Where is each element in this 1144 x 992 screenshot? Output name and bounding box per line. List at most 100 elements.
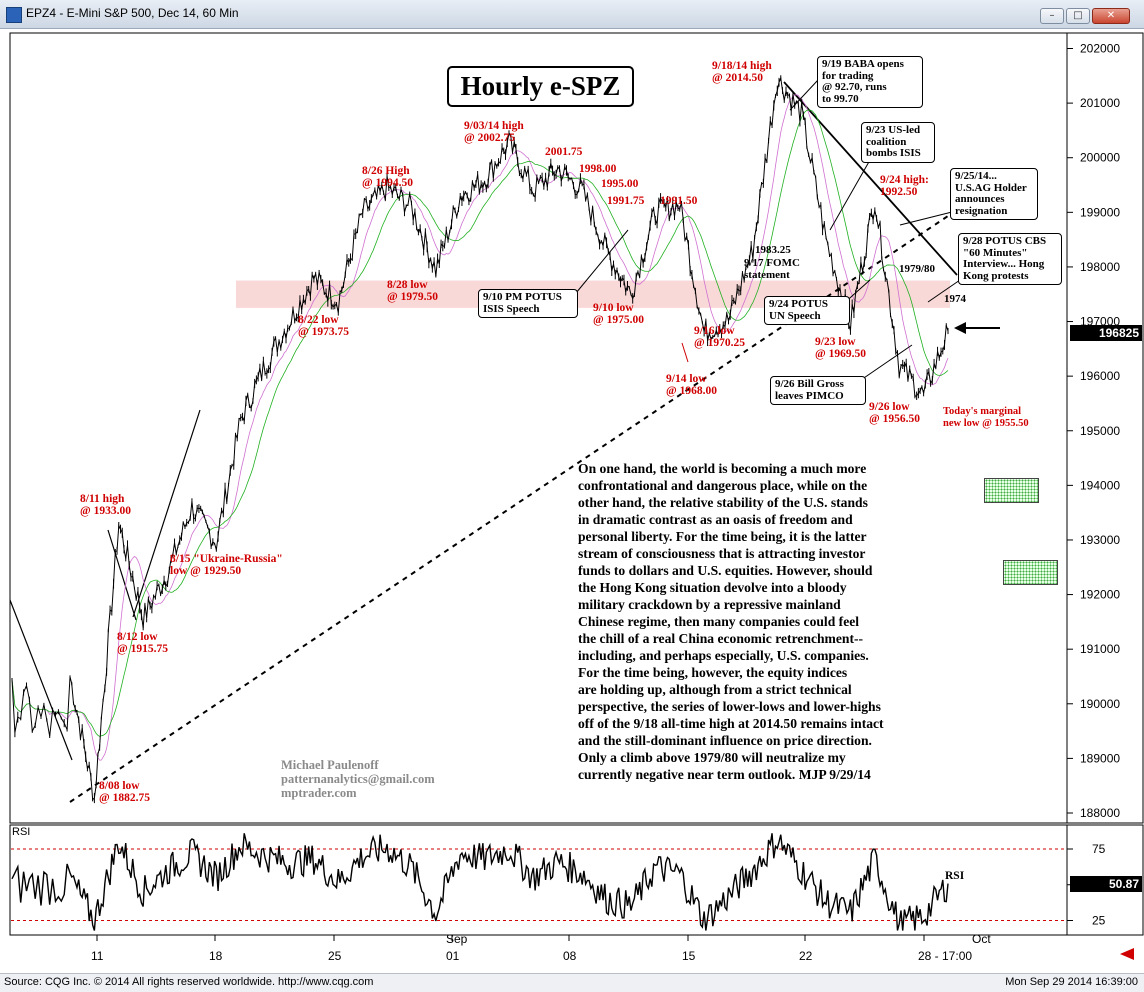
price-tick-label: 200000 xyxy=(1080,151,1120,165)
price-tick-label: 195000 xyxy=(1080,424,1120,438)
price-tick-label: 188000 xyxy=(1080,806,1120,820)
label-0812-low: 8/12 low @ 1915.75 xyxy=(117,631,168,655)
x-tick-label: 28 - 17:00 xyxy=(918,949,972,963)
callout-leader xyxy=(575,229,629,294)
label-1995: 1995.00 xyxy=(601,178,639,190)
moving-averages xyxy=(11,94,949,761)
x-tick-label: 25 xyxy=(328,949,342,963)
author-name: Michael Paulenoff xyxy=(281,758,379,772)
callout-leader xyxy=(857,344,913,383)
rsi-panel-label: RSI xyxy=(12,826,31,838)
price-tick-label: 189000 xyxy=(1080,751,1120,765)
current-rsi-tag: 50.87 xyxy=(1070,876,1142,892)
rising-trendline xyxy=(69,211,955,803)
status-bar: Source: CQG Inc. © 2014 All rights reser… xyxy=(0,973,1144,992)
rsi-series-label: RSI xyxy=(945,870,965,882)
rsi-tick-label: 75 xyxy=(1092,842,1106,856)
author-site: mptrader.com xyxy=(281,786,357,800)
rsi-series xyxy=(11,833,949,931)
label-1991-50: 1991.50 xyxy=(660,195,698,207)
label-0916-low: 9/16 low @ 1970.25 xyxy=(694,325,745,349)
app-icon xyxy=(6,7,22,23)
minimize-button[interactable]: – xyxy=(1040,8,1064,24)
label-1998: 1998.00 xyxy=(579,163,617,175)
annotation-isis-coalition: 9/23 US-led coalition bombs ISIS xyxy=(861,122,935,163)
label-1974: 1974 xyxy=(944,293,966,305)
x-tick-label: 15 xyxy=(682,949,696,963)
label-0815-low: 8/15 "Ukraine-Russia" low @ 1929.50 xyxy=(170,553,283,577)
price-tick-label: 194000 xyxy=(1080,478,1120,492)
falling-trendline xyxy=(783,81,958,276)
author-credit: Michael Paulenoff patternanalytics@gmail… xyxy=(281,758,435,800)
price-tick-label: 192000 xyxy=(1080,588,1120,602)
callout-leader xyxy=(789,79,819,111)
close-button[interactable]: ✕ xyxy=(1092,8,1130,24)
price-chart[interactable]: 188000 189000 190000 191000 192000 193000 1940… xyxy=(0,28,1144,973)
label-0923-low: 9/23 low @ 1969.50 xyxy=(815,336,866,360)
label-0826-high: 8/26 High @ 1994.50 xyxy=(362,165,413,189)
annotation-gross: 9/26 Bill Gross leaves PIMCO xyxy=(770,376,866,405)
rsi-tick-label: 25 xyxy=(1092,914,1106,928)
price-line xyxy=(11,76,949,801)
x-axis-ticks: 11 18 25 01 08 15 22 28 - 17:00 Sep Oct xyxy=(91,932,991,963)
annotation-baba: 9/19 BABA opens for trading @ 92.70, run… xyxy=(817,56,923,108)
rsi-line xyxy=(11,833,949,931)
moving-average-fast xyxy=(11,94,949,761)
callout-leader xyxy=(927,279,961,303)
x-tick-label: 22 xyxy=(799,949,813,963)
label-today-low: Today's marginal new low @ 1955.50 xyxy=(943,406,1029,429)
x-tick-label: 08 xyxy=(563,949,577,963)
label-0811-high: 8/11 high @ 1933.00 xyxy=(80,493,131,517)
label-0822-low: 8/22 low @ 1973.75 xyxy=(298,314,349,338)
label-0918-high: 9/18/14 high @ 2014.50 xyxy=(712,60,772,84)
callout-leader xyxy=(681,342,689,363)
label-0910-low: 9/10 low @ 1975.00 xyxy=(593,302,644,326)
moving-average-slow xyxy=(11,109,949,737)
arrow-head-icon xyxy=(954,322,966,334)
author-email: patternanalytics@gmail.com xyxy=(281,772,435,786)
callout-leader xyxy=(829,159,871,231)
rsi-axis-ticks: 25 75 xyxy=(11,842,1106,928)
x-tick-label: 18 xyxy=(209,949,223,963)
x-month-label: Oct xyxy=(972,932,991,946)
price-tick-label: 198000 xyxy=(1080,260,1120,274)
label-0903-high: 9/03/14 high @ 2002.75 xyxy=(464,120,524,144)
price-tick-label: 196000 xyxy=(1080,369,1120,383)
price-series xyxy=(11,75,949,804)
maximize-button[interactable]: □ xyxy=(1066,8,1090,24)
annotation-potus-un: 9/24 POTUS UN Speech xyxy=(764,296,850,325)
price-tick-label: 193000 xyxy=(1080,533,1120,547)
aug-trendline xyxy=(107,529,137,621)
annotation-holder: 9/25/14... U.S.AG Holder announces resig… xyxy=(950,168,1038,220)
label-0924-high: 9/24 high: 1992.50 xyxy=(880,174,929,198)
scroll-right-icon[interactable] xyxy=(1120,948,1134,960)
x-tick-label: 01 xyxy=(446,949,460,963)
early-trendline xyxy=(9,599,73,761)
annotation-potus-isis: 9/10 PM POTUS ISIS Speech xyxy=(478,289,578,318)
green-marker-box xyxy=(1003,560,1058,585)
green-marker-box xyxy=(984,478,1039,503)
x-tick-label: 11 xyxy=(91,949,104,963)
status-source: Source: CQG Inc. © 2014 All rights reser… xyxy=(4,976,374,988)
price-tick-label: 191000 xyxy=(1080,642,1120,656)
label-2001-75: 2001.75 xyxy=(545,146,583,158)
callout-leader xyxy=(899,211,953,226)
price-axis-frame xyxy=(1066,32,1144,824)
price-panel-frame xyxy=(9,32,1068,824)
price-tick-label: 199000 xyxy=(1080,205,1120,219)
label-0808-low: 8/08 low @ 1882.75 xyxy=(99,780,150,804)
window-titlebar: EPZ4 - E-Mini S&P 500, Dec 14, 60 Min – … xyxy=(0,0,1144,29)
annotation-cbs: 9/28 POTUS CBS "60 Minutes" Interview...… xyxy=(958,233,1062,285)
label-1979-80: 1979/80 xyxy=(899,263,936,275)
label-1991-75: 1991.75 xyxy=(607,195,645,207)
current-price-tag: 196825 xyxy=(1070,325,1142,341)
status-timestamp: Mon Sep 29 2014 16:39:00 xyxy=(1005,976,1138,988)
label-fomc: 9/17 FOMC statement xyxy=(744,257,800,281)
x-month-label: Sep xyxy=(446,932,468,946)
price-tick-label: 201000 xyxy=(1080,96,1120,110)
commentary-text: On one hand, the world is becoming a muc… xyxy=(578,461,884,782)
price-tick-label: 190000 xyxy=(1080,697,1120,711)
chart-title: Hourly e-SPZ xyxy=(447,66,634,107)
label-0828-low: 8/28 low @ 1979.50 xyxy=(387,279,438,303)
window-title: EPZ4 - E-Mini S&P 500, Dec 14, 60 Min xyxy=(26,6,239,20)
